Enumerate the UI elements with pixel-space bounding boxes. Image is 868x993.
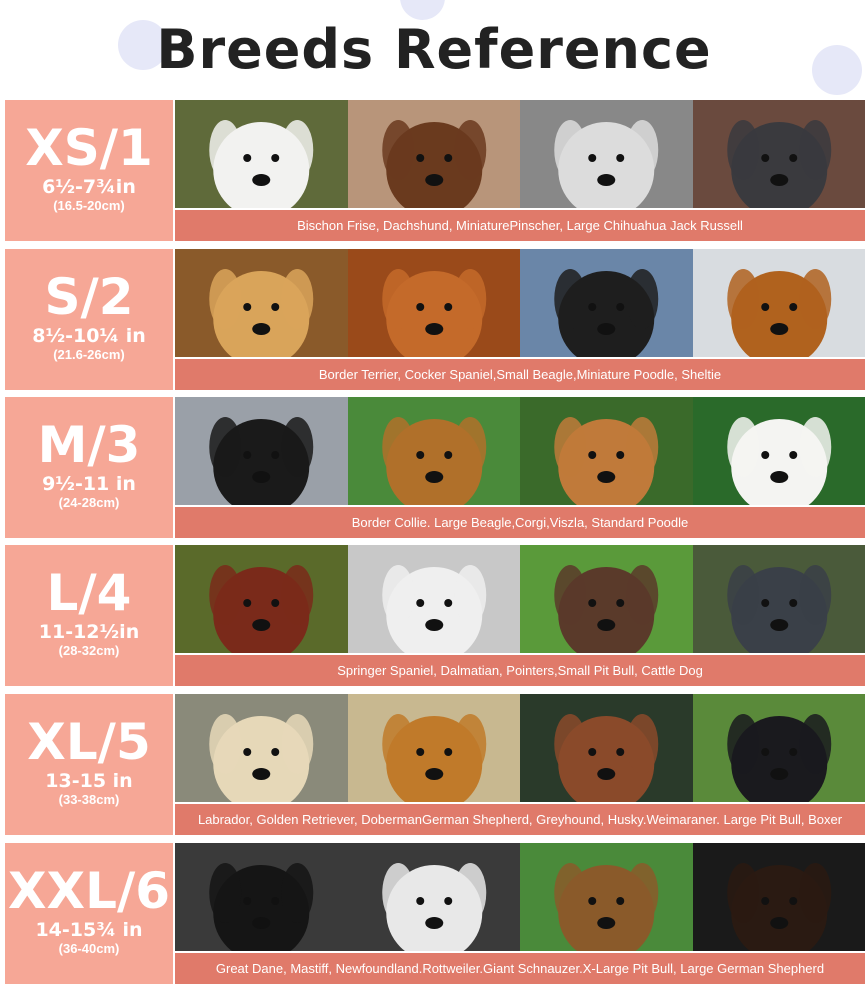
dog-face-icon	[726, 565, 831, 653]
dog-photo	[347, 694, 520, 802]
size-inches: 6½-7¾in	[42, 176, 136, 198]
breed-caption: Great Dane, Mastiff, Newfoundland.Rottwe…	[175, 953, 865, 984]
breed-caption: Bischon Frise, Dachshund, MiniaturePinsc…	[175, 210, 865, 241]
dog-face-icon	[381, 565, 486, 653]
size-row: XS/1 6½-7¾in (16.5-20cm)	[5, 100, 865, 241]
dog-face-icon	[209, 417, 314, 505]
decor-bubble	[118, 20, 168, 70]
dog-face-icon	[209, 269, 314, 357]
decor-bubble	[812, 45, 862, 95]
dog-face-icon	[554, 714, 659, 802]
dog-face-icon	[726, 863, 831, 951]
dog-photo	[175, 843, 348, 951]
dog-face-icon	[209, 565, 314, 653]
dog-face-icon	[554, 565, 659, 653]
dog-photo	[175, 397, 348, 505]
size-cm: (36-40cm)	[58, 941, 120, 956]
dog-photo	[520, 694, 693, 802]
dog-photo	[520, 100, 693, 208]
dog-photo	[520, 249, 693, 357]
dog-photo	[692, 100, 865, 208]
dog-photo	[692, 545, 865, 653]
size-cm: (21.6-26cm)	[53, 347, 125, 362]
size-row: XL/5 13-15 in (33-38cm)	[5, 694, 865, 835]
dog-face-icon	[726, 120, 831, 208]
dog-face-icon	[381, 120, 486, 208]
dog-photo	[175, 545, 348, 653]
size-label-panel: XL/5 13-15 in (33-38cm)	[5, 694, 173, 835]
dog-photo	[692, 397, 865, 505]
breed-caption: Labrador, Golden Retriever, DobermanGerm…	[175, 804, 865, 835]
size-label-panel: XXL/6 14-15¾ in (36-40cm)	[5, 843, 173, 984]
dog-face-icon	[209, 120, 314, 208]
dog-face-icon	[381, 714, 486, 802]
dog-face-icon	[381, 269, 486, 357]
dog-photo	[347, 545, 520, 653]
photo-strip	[175, 249, 865, 357]
dog-face-icon	[726, 417, 831, 505]
size-row: M/3 9½-11 in (24-28cm)	[5, 397, 865, 538]
size-code: M/3	[37, 416, 141, 474]
breed-caption: Springer Spaniel, Dalmatian, Pointers,Sm…	[175, 655, 865, 686]
dog-face-icon	[554, 863, 659, 951]
photo-strip	[175, 843, 865, 951]
dog-photo	[520, 843, 693, 951]
size-code: L/4	[46, 564, 132, 622]
dog-face-icon	[209, 863, 314, 951]
photo-strip	[175, 694, 865, 802]
size-label-panel: L/4 11-12½in (28-32cm)	[5, 545, 173, 686]
size-cm: (28-32cm)	[58, 643, 120, 658]
dog-face-icon	[381, 863, 486, 951]
size-inches: 11-12½in	[38, 621, 140, 643]
size-inches: 8½-10¼ in	[32, 325, 146, 347]
size-label-panel: XS/1 6½-7¾in (16.5-20cm)	[5, 100, 173, 241]
size-cm: (24-28cm)	[58, 495, 120, 510]
dog-photo	[520, 397, 693, 505]
dog-photo	[347, 249, 520, 357]
dog-photo	[175, 100, 348, 208]
size-cm: (16.5-20cm)	[53, 198, 125, 213]
dog-face-icon	[381, 417, 486, 505]
decor-bubble	[400, 0, 445, 20]
size-code: S/2	[44, 268, 134, 326]
dog-face-icon	[554, 120, 659, 208]
dog-face-icon	[554, 417, 659, 505]
dog-photo	[692, 249, 865, 357]
dog-photo	[175, 694, 348, 802]
photo-strip	[175, 100, 865, 208]
size-label-panel: M/3 9½-11 in (24-28cm)	[5, 397, 173, 538]
dog-face-icon	[726, 714, 831, 802]
breed-caption: Border Terrier, Cocker Spaniel,Small Bea…	[175, 359, 865, 390]
dog-photo	[347, 397, 520, 505]
photo-strip	[175, 397, 865, 505]
photo-strip	[175, 545, 865, 653]
dog-photo	[520, 545, 693, 653]
page-title: Breeds Reference	[156, 18, 712, 81]
size-inches: 9½-11 in	[42, 473, 136, 495]
size-code: XL/5	[27, 713, 151, 771]
size-inches: 13-15 in	[45, 770, 133, 792]
dog-face-icon	[726, 269, 831, 357]
dog-photo	[692, 694, 865, 802]
dog-photo	[347, 100, 520, 208]
size-row: S/2 8½-10¼ in (21.6-26cm)	[5, 249, 865, 390]
size-code: XS/1	[25, 119, 153, 177]
size-cm: (33-38cm)	[58, 792, 120, 807]
dog-photo	[692, 843, 865, 951]
dog-face-icon	[554, 269, 659, 357]
breed-caption: Border Collie. Large Beagle,Corgi,Viszla…	[175, 507, 865, 538]
dog-face-icon	[209, 714, 314, 802]
size-inches: 14-15¾ in	[35, 919, 143, 941]
dog-photo	[175, 249, 348, 357]
size-label-panel: S/2 8½-10¼ in (21.6-26cm)	[5, 249, 173, 390]
size-row: L/4 11-12½in (28-32cm)	[5, 545, 865, 686]
size-row: XXL/6 14-15¾ in (36-40cm)	[5, 843, 865, 984]
dog-photo	[347, 843, 520, 951]
size-code: XXL/6	[7, 862, 170, 920]
